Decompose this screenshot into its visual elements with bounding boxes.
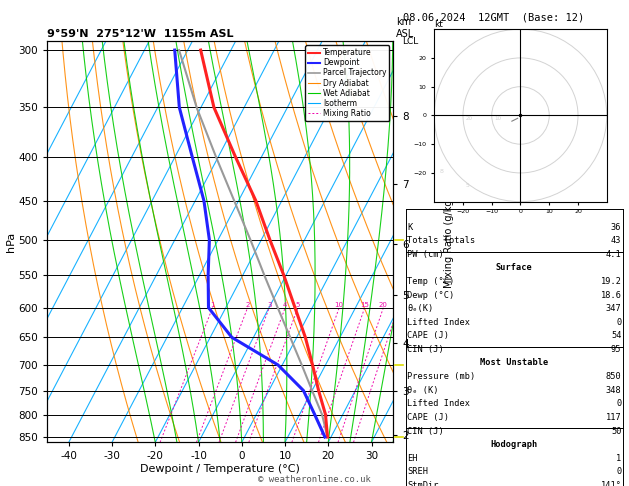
Text: 5: 5 <box>466 183 470 188</box>
Text: 08.06.2024  12GMT  (Base: 12): 08.06.2024 12GMT (Base: 12) <box>403 12 584 22</box>
Text: 54: 54 <box>611 331 621 340</box>
Text: PW (cm): PW (cm) <box>407 250 443 259</box>
Text: 141°: 141° <box>601 481 621 486</box>
Text: 36: 36 <box>611 223 621 232</box>
X-axis label: Dewpoint / Temperature (°C): Dewpoint / Temperature (°C) <box>140 464 300 474</box>
Text: km
ASL: km ASL <box>396 17 415 39</box>
Text: SREH: SREH <box>407 467 428 476</box>
Text: 5: 5 <box>296 302 300 308</box>
Text: 95: 95 <box>611 345 621 354</box>
Text: 2: 2 <box>245 302 250 308</box>
Text: Dewp (°C): Dewp (°C) <box>407 291 454 299</box>
Text: 4: 4 <box>283 302 287 308</box>
Text: © weatheronline.co.uk: © weatheronline.co.uk <box>258 474 371 484</box>
Text: 850: 850 <box>606 372 621 381</box>
Y-axis label: Mixing Ratio (g/kg): Mixing Ratio (g/kg) <box>443 196 454 288</box>
Text: 8: 8 <box>440 169 444 174</box>
Text: 1: 1 <box>616 453 621 463</box>
Text: 20: 20 <box>379 302 388 308</box>
Text: 117: 117 <box>606 413 621 422</box>
Text: Most Unstable: Most Unstable <box>480 359 548 367</box>
Text: Pressure (mb): Pressure (mb) <box>407 372 476 381</box>
Text: 0: 0 <box>616 318 621 327</box>
Text: θₑ (K): θₑ (K) <box>407 386 438 395</box>
Text: Surface: Surface <box>496 263 533 272</box>
Text: 50: 50 <box>611 427 621 435</box>
Text: 1: 1 <box>210 302 215 308</box>
Text: 347: 347 <box>606 304 621 313</box>
Text: EH: EH <box>407 453 418 463</box>
Text: LCL: LCL <box>402 37 418 46</box>
Text: 3: 3 <box>267 302 272 308</box>
Text: CAPE (J): CAPE (J) <box>407 331 449 340</box>
Text: 348: 348 <box>606 386 621 395</box>
Text: θₑ(K): θₑ(K) <box>407 304 433 313</box>
Text: CIN (J): CIN (J) <box>407 345 443 354</box>
Text: Hodograph: Hodograph <box>491 440 538 449</box>
Text: K: K <box>407 223 412 232</box>
Text: Lifted Index: Lifted Index <box>407 399 470 408</box>
Text: CAPE (J): CAPE (J) <box>407 413 449 422</box>
Legend: Temperature, Dewpoint, Parcel Trajectory, Dry Adiabat, Wet Adiabat, Isotherm, Mi: Temperature, Dewpoint, Parcel Trajectory… <box>305 45 389 121</box>
Text: 4.1: 4.1 <box>606 250 621 259</box>
Text: 9°59'N  275°12'W  1155m ASL: 9°59'N 275°12'W 1155m ASL <box>47 29 234 39</box>
Text: 18.6: 18.6 <box>601 291 621 299</box>
Text: 10: 10 <box>494 116 501 121</box>
Text: Lifted Index: Lifted Index <box>407 318 470 327</box>
Y-axis label: hPa: hPa <box>6 232 16 252</box>
Text: 0: 0 <box>616 399 621 408</box>
Text: 20: 20 <box>466 116 473 121</box>
Text: Temp (°C): Temp (°C) <box>407 277 454 286</box>
Text: 10: 10 <box>335 302 343 308</box>
Text: CIN (J): CIN (J) <box>407 427 443 435</box>
Text: 0: 0 <box>616 467 621 476</box>
Text: Totals Totals: Totals Totals <box>407 236 476 245</box>
Text: 19.2: 19.2 <box>601 277 621 286</box>
Text: 43: 43 <box>611 236 621 245</box>
Text: StmDir: StmDir <box>407 481 438 486</box>
Text: kt: kt <box>434 20 443 29</box>
Text: 15: 15 <box>360 302 369 308</box>
